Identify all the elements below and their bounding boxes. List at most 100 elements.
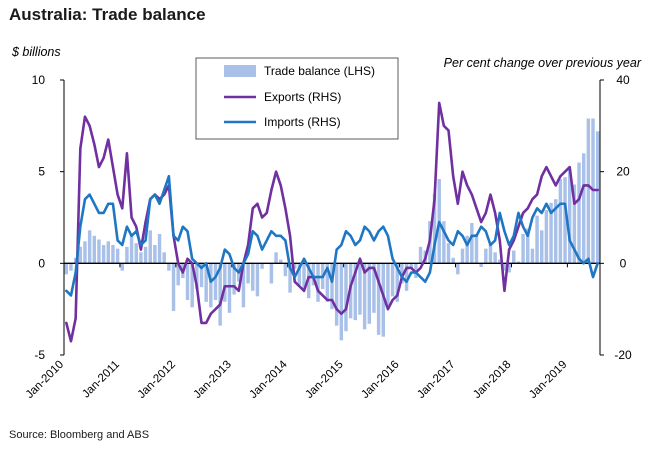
series-lines xyxy=(65,101,599,343)
trade-balance-bar xyxy=(358,263,362,315)
trade-balance-bar xyxy=(176,263,180,286)
trade-balance-bar xyxy=(488,243,493,264)
trade-balance-bar xyxy=(153,245,157,264)
trade-balance-bar xyxy=(344,263,348,332)
trade-balance-bar xyxy=(334,263,339,326)
legend-label: Exports (RHS) xyxy=(264,90,341,104)
trade-balance-bar xyxy=(97,239,101,264)
trade-balance-bar xyxy=(195,263,199,289)
trade-balance-bar xyxy=(316,263,320,302)
trade-balance-bar xyxy=(367,263,372,324)
trade-balance-bar xyxy=(502,263,507,271)
trade-balance-bar xyxy=(64,263,69,275)
trade-balance-bar xyxy=(414,263,418,278)
trade-balance-bar xyxy=(432,193,437,264)
trade-balance-bar xyxy=(586,118,591,264)
trade-balance-bar xyxy=(567,169,572,264)
imports-line xyxy=(65,174,599,297)
source-note: Source: Bloomberg and ABS xyxy=(9,429,150,441)
trade-balance-bar xyxy=(493,252,497,264)
trade-balance-bar xyxy=(553,199,558,264)
trade-balance-bar xyxy=(106,241,111,264)
trade-balance-bar xyxy=(339,263,344,341)
trade-balance-bar xyxy=(456,263,460,275)
trade-balance-bar xyxy=(83,241,87,264)
trade-balance-bar xyxy=(279,259,283,264)
right-axis-label: Per cent change over previous year xyxy=(444,56,642,70)
trade-balance-bar xyxy=(199,263,204,288)
trade-balance-bar xyxy=(498,259,502,264)
trade-balance-bar xyxy=(157,234,162,264)
trade-balance-bars xyxy=(64,118,600,341)
trade-balance-bar xyxy=(120,263,124,271)
trade-balance-bar xyxy=(92,235,97,264)
trade-balance-bar xyxy=(260,263,264,269)
trade-balance-bar xyxy=(390,263,395,297)
trade-balance-bar xyxy=(395,263,399,302)
legend-label: Trade balance (LHS) xyxy=(264,64,375,78)
trade-balance-bar xyxy=(465,235,469,264)
trade-balance-bar xyxy=(535,215,539,264)
left-tick-label: 10 xyxy=(32,73,46,87)
trade-balance-bar xyxy=(241,263,246,308)
right-tick-label: 0 xyxy=(620,256,627,270)
x-tick-label: Jan-2018 xyxy=(471,359,513,401)
chart-title: Australia: Trade balance xyxy=(9,5,206,24)
trade-balance-bar xyxy=(125,246,129,264)
trade-balance-bar xyxy=(274,252,278,264)
trade-balance-bar xyxy=(251,263,255,291)
x-tick-label: Jan-2016 xyxy=(359,359,401,401)
right-tick-label: 40 xyxy=(616,73,630,87)
trade-balance-bar xyxy=(595,131,600,264)
trade-balance-bar xyxy=(521,234,525,264)
trade-balance-bar xyxy=(227,263,232,313)
trade-balance-bar xyxy=(362,263,367,330)
chart-legend: Trade balance (LHS) Exports (RHS) Imports … xyxy=(195,57,399,140)
trade-balance-bar xyxy=(474,234,479,264)
left-tick-label: 0 xyxy=(38,256,45,270)
right-tick-label: 20 xyxy=(616,165,630,179)
trade-balance-bar xyxy=(484,248,488,264)
trade-balance-bar xyxy=(185,263,190,300)
trade-balance-bar xyxy=(171,263,176,311)
trade-balance-bar xyxy=(530,248,535,264)
trade-balance-bar xyxy=(479,263,483,267)
x-tick-label: Jan-2014 xyxy=(247,358,290,401)
trade-balance-bar xyxy=(87,230,92,264)
trade-balance-bar xyxy=(78,246,83,264)
trade-balance-bar xyxy=(512,250,516,264)
trade-balance-bar xyxy=(581,153,586,264)
trade-balance-bar xyxy=(381,263,385,337)
trade-balance-bar xyxy=(190,263,194,308)
trade-balance-bar xyxy=(409,263,413,269)
trade-balance-bar xyxy=(544,210,549,264)
trade-balance-bar xyxy=(372,263,376,313)
x-tick-label: Jan-2013 xyxy=(192,359,234,401)
trade-balance-bar xyxy=(162,252,166,264)
trade-balance-bar xyxy=(223,263,227,302)
trade-balance-bar xyxy=(470,223,474,264)
x-tick-label: Jan-2019 xyxy=(527,359,569,401)
trade-balance-bar xyxy=(209,263,213,308)
trade-balance-bar xyxy=(167,263,171,271)
trade-balance-bar xyxy=(111,245,115,264)
legend-swatch-trade-balance xyxy=(224,65,256,77)
left-axis-label: $ billions xyxy=(11,45,61,59)
trade-balance-bar xyxy=(526,228,530,264)
trade-balance-bar xyxy=(213,263,218,300)
right-tick-label: -20 xyxy=(614,348,632,362)
x-tick-label: Jan-2012 xyxy=(136,359,178,401)
legend-label: Imports (RHS) xyxy=(264,115,341,129)
trade-balance-bar xyxy=(292,263,297,269)
trade-balance-bar xyxy=(246,263,250,284)
x-tick-label: Jan-2011 xyxy=(80,359,122,401)
trade-balance-bar xyxy=(115,248,120,264)
left-tick-label: -5 xyxy=(34,348,45,362)
trade-balance-bar xyxy=(139,252,143,264)
trade-balance-bar xyxy=(540,230,544,264)
trade-balance-bar xyxy=(288,263,292,293)
x-tick-label: Jan-2017 xyxy=(415,359,457,401)
trade-balance-bar xyxy=(507,263,511,273)
trade-balance-bar xyxy=(577,162,581,264)
trade-balance-bar xyxy=(376,263,381,335)
